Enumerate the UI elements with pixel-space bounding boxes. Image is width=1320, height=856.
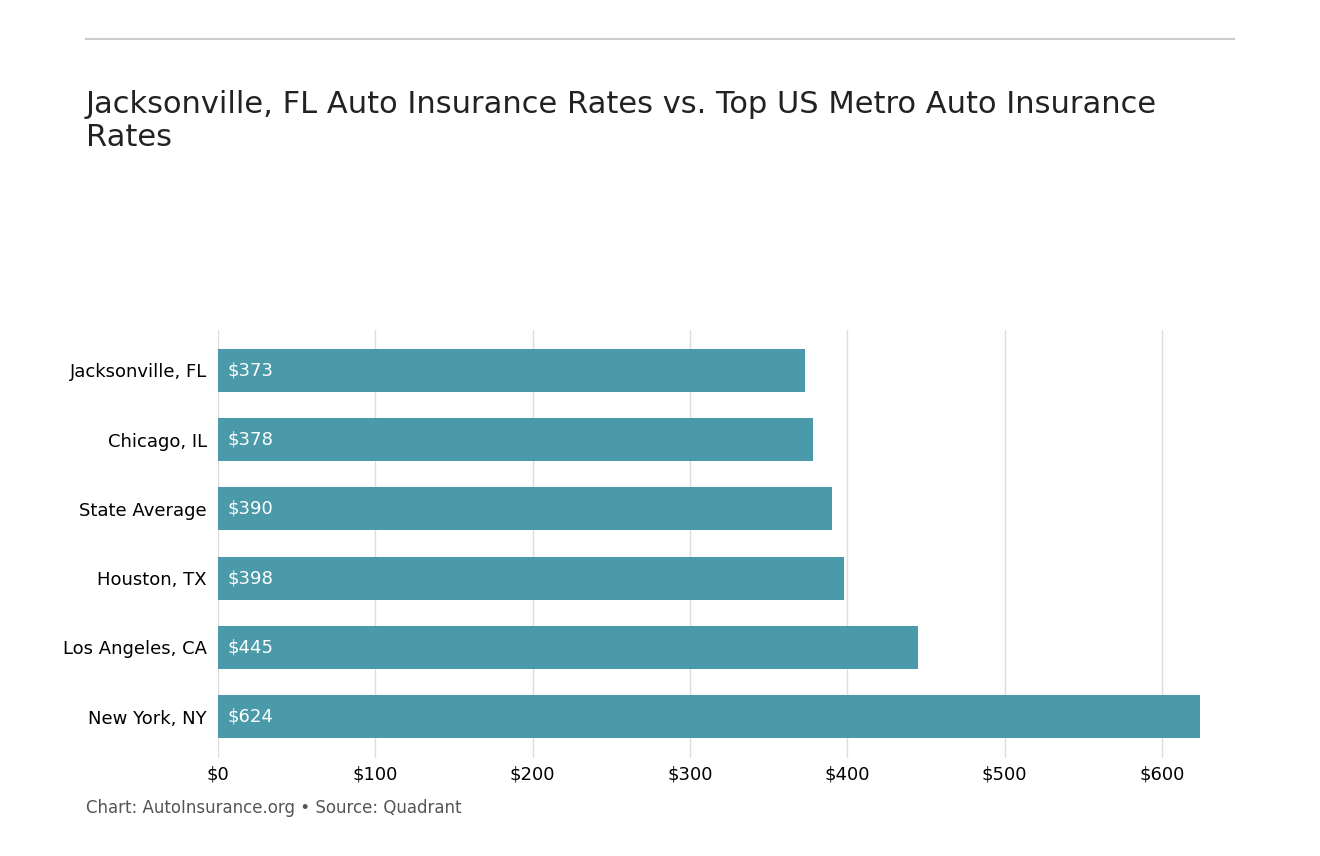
Text: $398: $398 xyxy=(227,569,273,587)
Bar xyxy=(218,487,832,531)
Text: $373: $373 xyxy=(227,361,273,379)
Text: $445: $445 xyxy=(227,639,273,657)
Bar xyxy=(218,349,805,392)
Bar xyxy=(218,695,1200,738)
Text: Chart: AutoInsurance.org • Source: Quadrant: Chart: AutoInsurance.org • Source: Quadr… xyxy=(86,800,461,817)
Text: $390: $390 xyxy=(227,500,273,518)
Bar xyxy=(218,626,919,669)
Text: Jacksonville, FL Auto Insurance Rates vs. Top US Metro Auto Insurance
Rates: Jacksonville, FL Auto Insurance Rates vs… xyxy=(86,90,1156,152)
Text: $378: $378 xyxy=(227,431,273,449)
Bar xyxy=(218,419,813,461)
Text: $624: $624 xyxy=(227,708,273,726)
Bar xyxy=(218,556,845,600)
